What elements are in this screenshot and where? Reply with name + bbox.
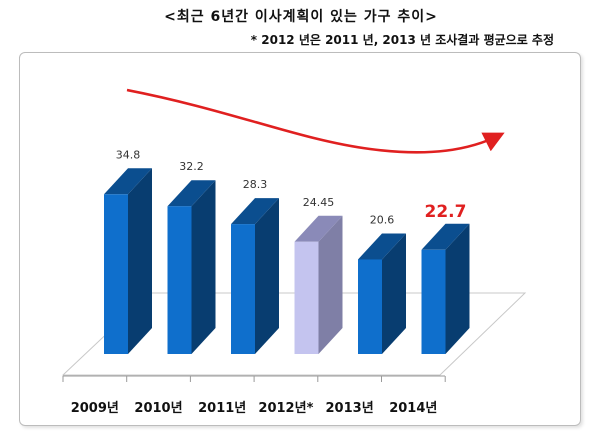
trend-arrow [126, 88, 505, 154]
bar-front [231, 224, 255, 354]
bar-side [128, 168, 152, 354]
bar [294, 215, 343, 354]
bar-front [167, 206, 192, 354]
bar-top [231, 198, 279, 225]
bar-side [445, 223, 470, 354]
bar-side [382, 233, 406, 354]
bar-top [167, 180, 216, 207]
data-label: 34.8 [116, 148, 141, 161]
bar-side [255, 198, 279, 354]
x-tick-label: 2011년 [198, 401, 246, 416]
bar-front [421, 249, 446, 354]
x-tick-label: 2013년 [326, 401, 374, 416]
bar-top [294, 215, 343, 242]
x-tick-label: 2012년* [258, 401, 313, 416]
data-label: 32.2 [179, 160, 204, 173]
bar [104, 168, 152, 354]
data-label: 22.7 [425, 202, 467, 222]
bar-top [104, 168, 152, 195]
data-label: 24.45 [303, 196, 335, 209]
chart-frame [19, 52, 581, 426]
chart-footnote: * 2012 년은 2011 년, 2013 년 조사결과 평균으로 추정 [250, 33, 554, 47]
bar [358, 233, 406, 354]
bar [421, 223, 470, 354]
data-label: 20.6 [370, 213, 395, 226]
x-tick-label: 2009년 [71, 401, 119, 416]
bar-top [421, 223, 470, 250]
bar-front [104, 194, 128, 354]
bar-side [191, 180, 216, 354]
bar-top [358, 233, 406, 260]
chart-title: <최근 6년간 이사계획이 있는 가구 추이> [164, 9, 438, 25]
x-tick-label: 2010년 [134, 401, 182, 416]
bar [167, 180, 216, 354]
bar [231, 198, 279, 354]
data-label: 28.3 [243, 178, 268, 191]
bar-side [318, 215, 343, 354]
bar-front [358, 259, 382, 354]
x-tick-label: 2014년 [389, 401, 437, 416]
bar-front [294, 241, 319, 354]
